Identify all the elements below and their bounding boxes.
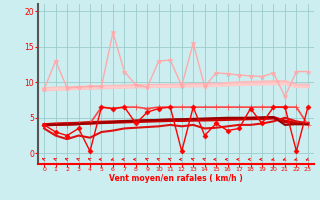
X-axis label: Vent moyen/en rafales ( km/h ): Vent moyen/en rafales ( km/h ) <box>109 174 243 183</box>
